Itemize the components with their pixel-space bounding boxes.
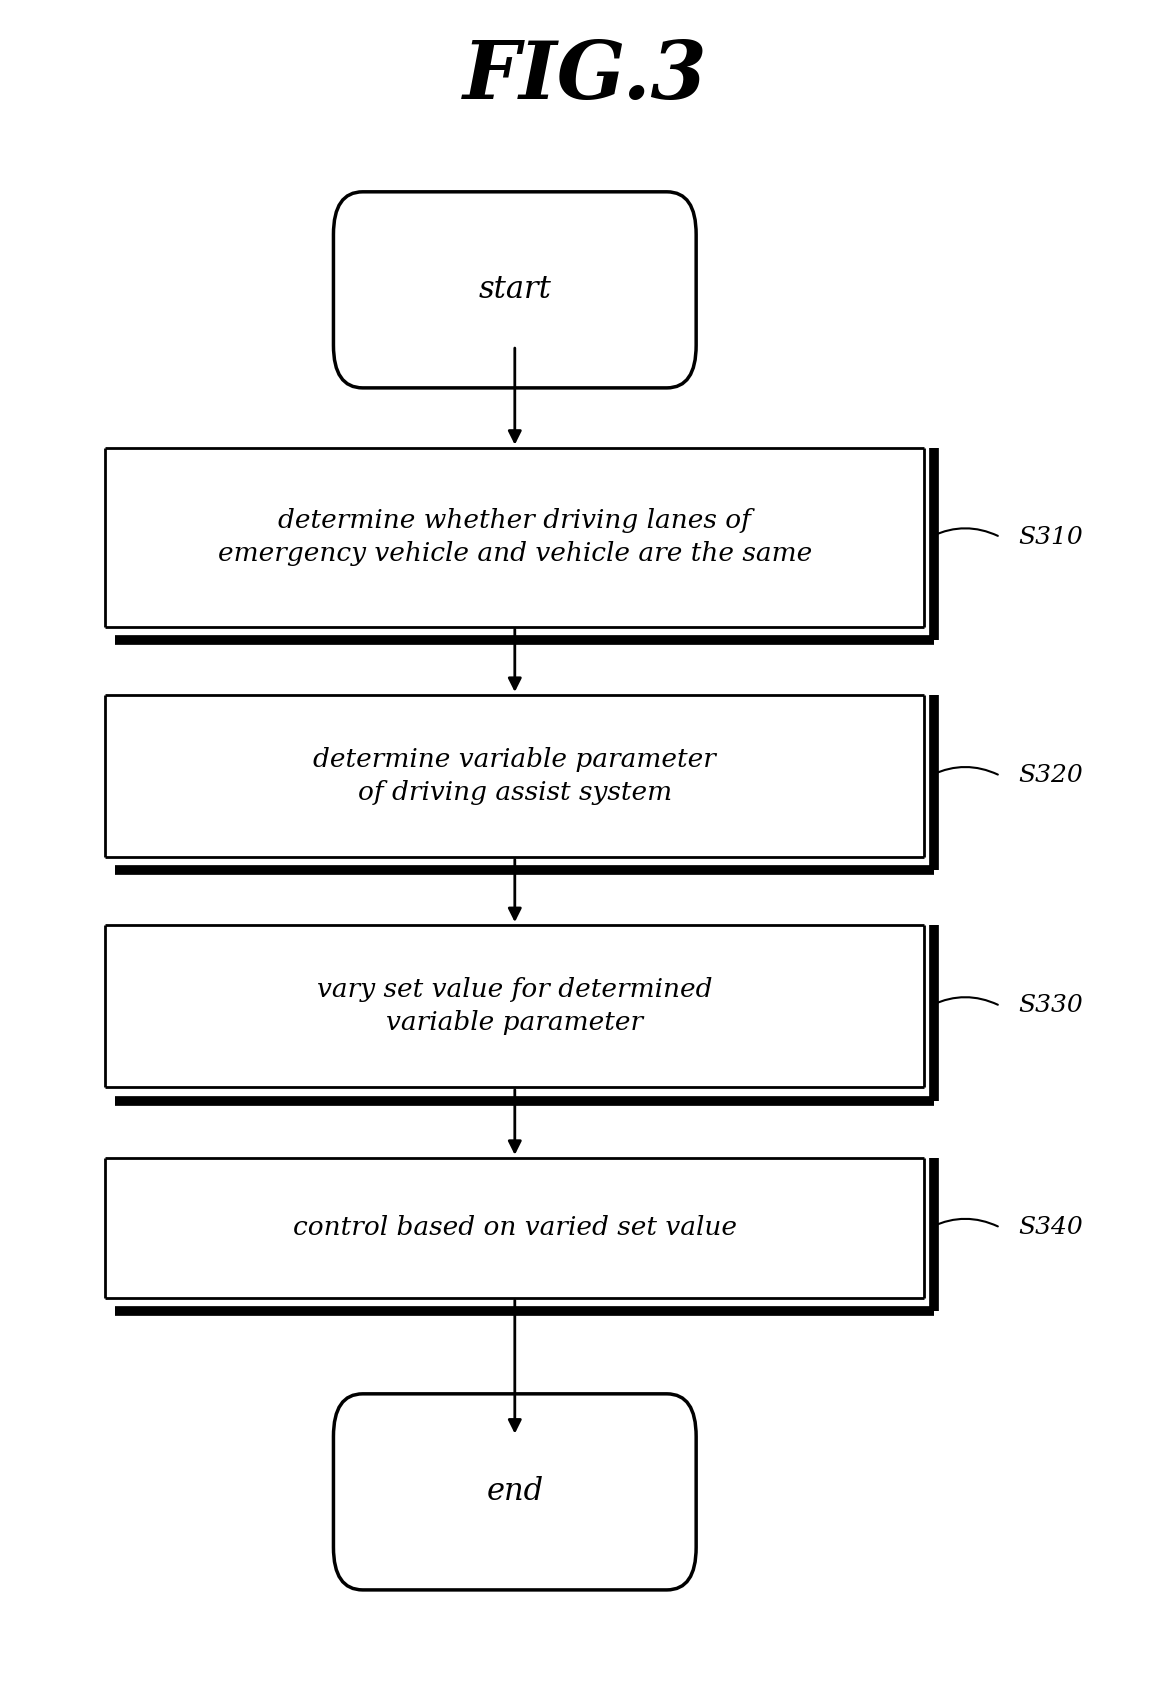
Bar <box>105 924 924 1088</box>
Text: S340: S340 <box>1018 1216 1082 1240</box>
Text: control based on varied set value: control based on varied set value <box>292 1216 737 1240</box>
Text: S310: S310 <box>1018 525 1082 549</box>
Text: determine variable parameter
of driving assist system: determine variable parameter of driving … <box>314 747 716 805</box>
Text: FIG.3: FIG.3 <box>462 38 708 116</box>
FancyBboxPatch shape <box>333 1395 696 1589</box>
Text: start: start <box>479 275 551 305</box>
FancyBboxPatch shape <box>333 193 696 389</box>
Text: S320: S320 <box>1018 764 1082 788</box>
Text: S330: S330 <box>1018 994 1082 1018</box>
Bar <box>105 1158 924 1298</box>
Text: vary set value for determined
variable parameter: vary set value for determined variable p… <box>317 977 713 1035</box>
Text: end: end <box>487 1477 543 1507</box>
Bar <box>105 447 924 626</box>
Text: determine whether driving lanes of
emergency vehicle and vehicle are the same: determine whether driving lanes of emerg… <box>218 508 812 566</box>
Bar <box>105 696 924 856</box>
